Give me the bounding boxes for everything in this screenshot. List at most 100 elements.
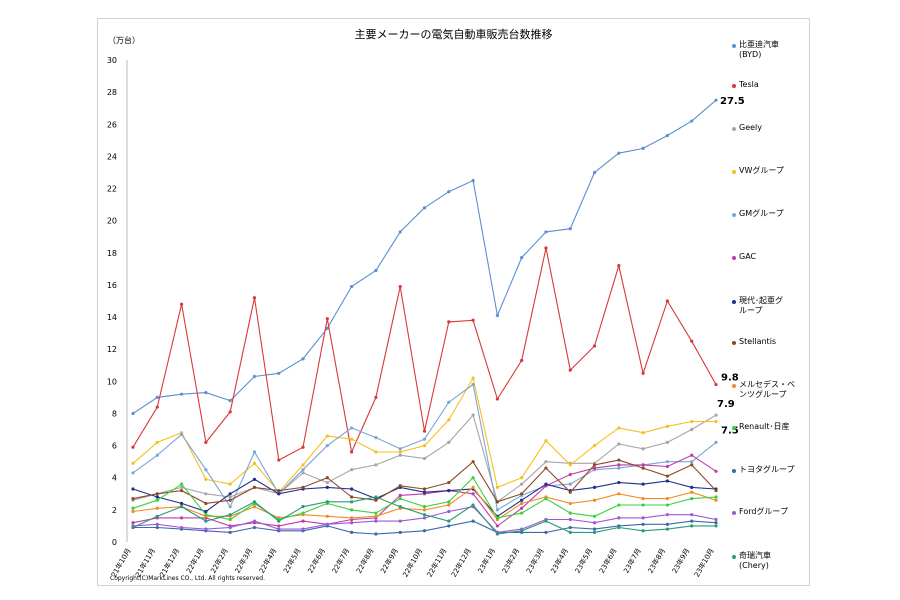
data-point bbox=[544, 230, 548, 234]
data-point bbox=[325, 444, 329, 448]
copyright-notice: Copyright(C)MarkLines CO., Ltd. All righ… bbox=[110, 575, 265, 582]
data-point bbox=[544, 519, 548, 523]
data-point bbox=[422, 456, 427, 461]
data-point bbox=[690, 460, 694, 464]
legend-item: GAC bbox=[732, 252, 809, 262]
legend-label: 奇瑞汽車 (Chery) bbox=[739, 551, 771, 570]
data-point bbox=[592, 170, 597, 175]
data-point bbox=[714, 498, 718, 502]
data-point bbox=[398, 484, 402, 488]
data-point bbox=[374, 495, 378, 499]
data-point bbox=[495, 313, 499, 318]
legend-label: メルセデス・ベ ンツグループ bbox=[739, 380, 795, 399]
data-point bbox=[714, 469, 718, 473]
data-point bbox=[252, 450, 257, 454]
data-point bbox=[641, 146, 645, 150]
y-tick-label: 12 bbox=[107, 345, 117, 354]
x-tick-label: 22年7月 bbox=[330, 547, 351, 575]
data-point bbox=[155, 453, 159, 457]
series-line bbox=[132, 247, 717, 461]
data-point bbox=[568, 517, 572, 522]
data-point bbox=[228, 513, 232, 517]
y-tick-label: 8 bbox=[112, 409, 117, 418]
data-point bbox=[252, 461, 257, 465]
data-point bbox=[350, 450, 354, 454]
data-point bbox=[374, 435, 378, 440]
data-point bbox=[252, 525, 257, 530]
data-point bbox=[641, 522, 645, 526]
data-point bbox=[520, 501, 524, 506]
data-point bbox=[665, 497, 670, 501]
data-point bbox=[690, 524, 694, 528]
legend-item: GMグループ bbox=[732, 209, 809, 219]
x-tick-label: 22年4月 bbox=[257, 547, 278, 575]
data-point bbox=[617, 264, 621, 268]
data-point bbox=[422, 529, 427, 533]
x-tick-label: 23年3月 bbox=[524, 547, 545, 575]
data-point bbox=[422, 437, 427, 441]
data-point bbox=[179, 488, 184, 493]
data-point bbox=[422, 206, 427, 210]
data-point bbox=[204, 390, 208, 395]
data-point bbox=[544, 482, 548, 486]
data-point bbox=[714, 517, 718, 522]
data-point bbox=[155, 440, 159, 444]
data-label: 9.8 bbox=[721, 373, 739, 384]
data-point bbox=[617, 463, 621, 467]
y-tick-label: 22 bbox=[107, 185, 117, 194]
data-point bbox=[447, 503, 451, 507]
data-point bbox=[155, 498, 159, 502]
legend-label: GMグループ bbox=[739, 209, 784, 218]
legend-marker-icon bbox=[732, 256, 736, 260]
data-point bbox=[568, 530, 572, 534]
y-tick-label: 30 bbox=[107, 56, 117, 65]
legend-item: Renault･日産 bbox=[732, 422, 809, 432]
data-point bbox=[301, 357, 305, 361]
data-point bbox=[422, 429, 427, 433]
chart-frame bbox=[97, 18, 810, 586]
data-point bbox=[398, 530, 402, 534]
data-point bbox=[350, 437, 354, 441]
legend-label: Fordグループ bbox=[739, 507, 788, 516]
data-point bbox=[228, 530, 232, 534]
legend-label: VWグループ bbox=[739, 166, 784, 175]
data-point bbox=[495, 532, 499, 536]
data-point bbox=[179, 485, 184, 489]
data-point bbox=[131, 521, 135, 525]
y-tick-label: 26 bbox=[107, 120, 117, 129]
data-point bbox=[665, 424, 670, 428]
data-point bbox=[350, 426, 354, 430]
data-point bbox=[471, 503, 475, 507]
data-point bbox=[374, 511, 378, 515]
data-point bbox=[447, 190, 451, 194]
data-point bbox=[665, 133, 670, 138]
data-point bbox=[641, 431, 645, 435]
data-point bbox=[568, 472, 572, 477]
data-point bbox=[131, 461, 135, 465]
data-point bbox=[422, 487, 427, 491]
data-point bbox=[665, 513, 670, 517]
data-point bbox=[714, 382, 718, 387]
legend-item: Tesla bbox=[732, 80, 809, 90]
data-point bbox=[690, 463, 694, 467]
legend-label: 比亜迪汽車 (BYD) bbox=[739, 40, 779, 59]
data-point bbox=[252, 500, 257, 504]
data-point bbox=[350, 284, 354, 289]
data-point bbox=[325, 522, 329, 526]
data-point bbox=[617, 442, 621, 446]
data-point bbox=[447, 500, 451, 504]
data-point bbox=[690, 519, 694, 523]
legend-item: メルセデス・ベ ンツグループ bbox=[732, 380, 809, 400]
data-point bbox=[592, 527, 597, 531]
data-point bbox=[592, 485, 597, 489]
data-point bbox=[520, 476, 524, 480]
legend-marker-icon bbox=[732, 213, 736, 217]
legend-item: トヨタグループ bbox=[732, 465, 809, 475]
data-point bbox=[714, 413, 718, 417]
data-point bbox=[374, 532, 378, 536]
data-point bbox=[592, 444, 597, 448]
data-point bbox=[471, 485, 475, 489]
data-point bbox=[350, 487, 354, 491]
x-tick-label: 21年10月 bbox=[109, 547, 133, 579]
